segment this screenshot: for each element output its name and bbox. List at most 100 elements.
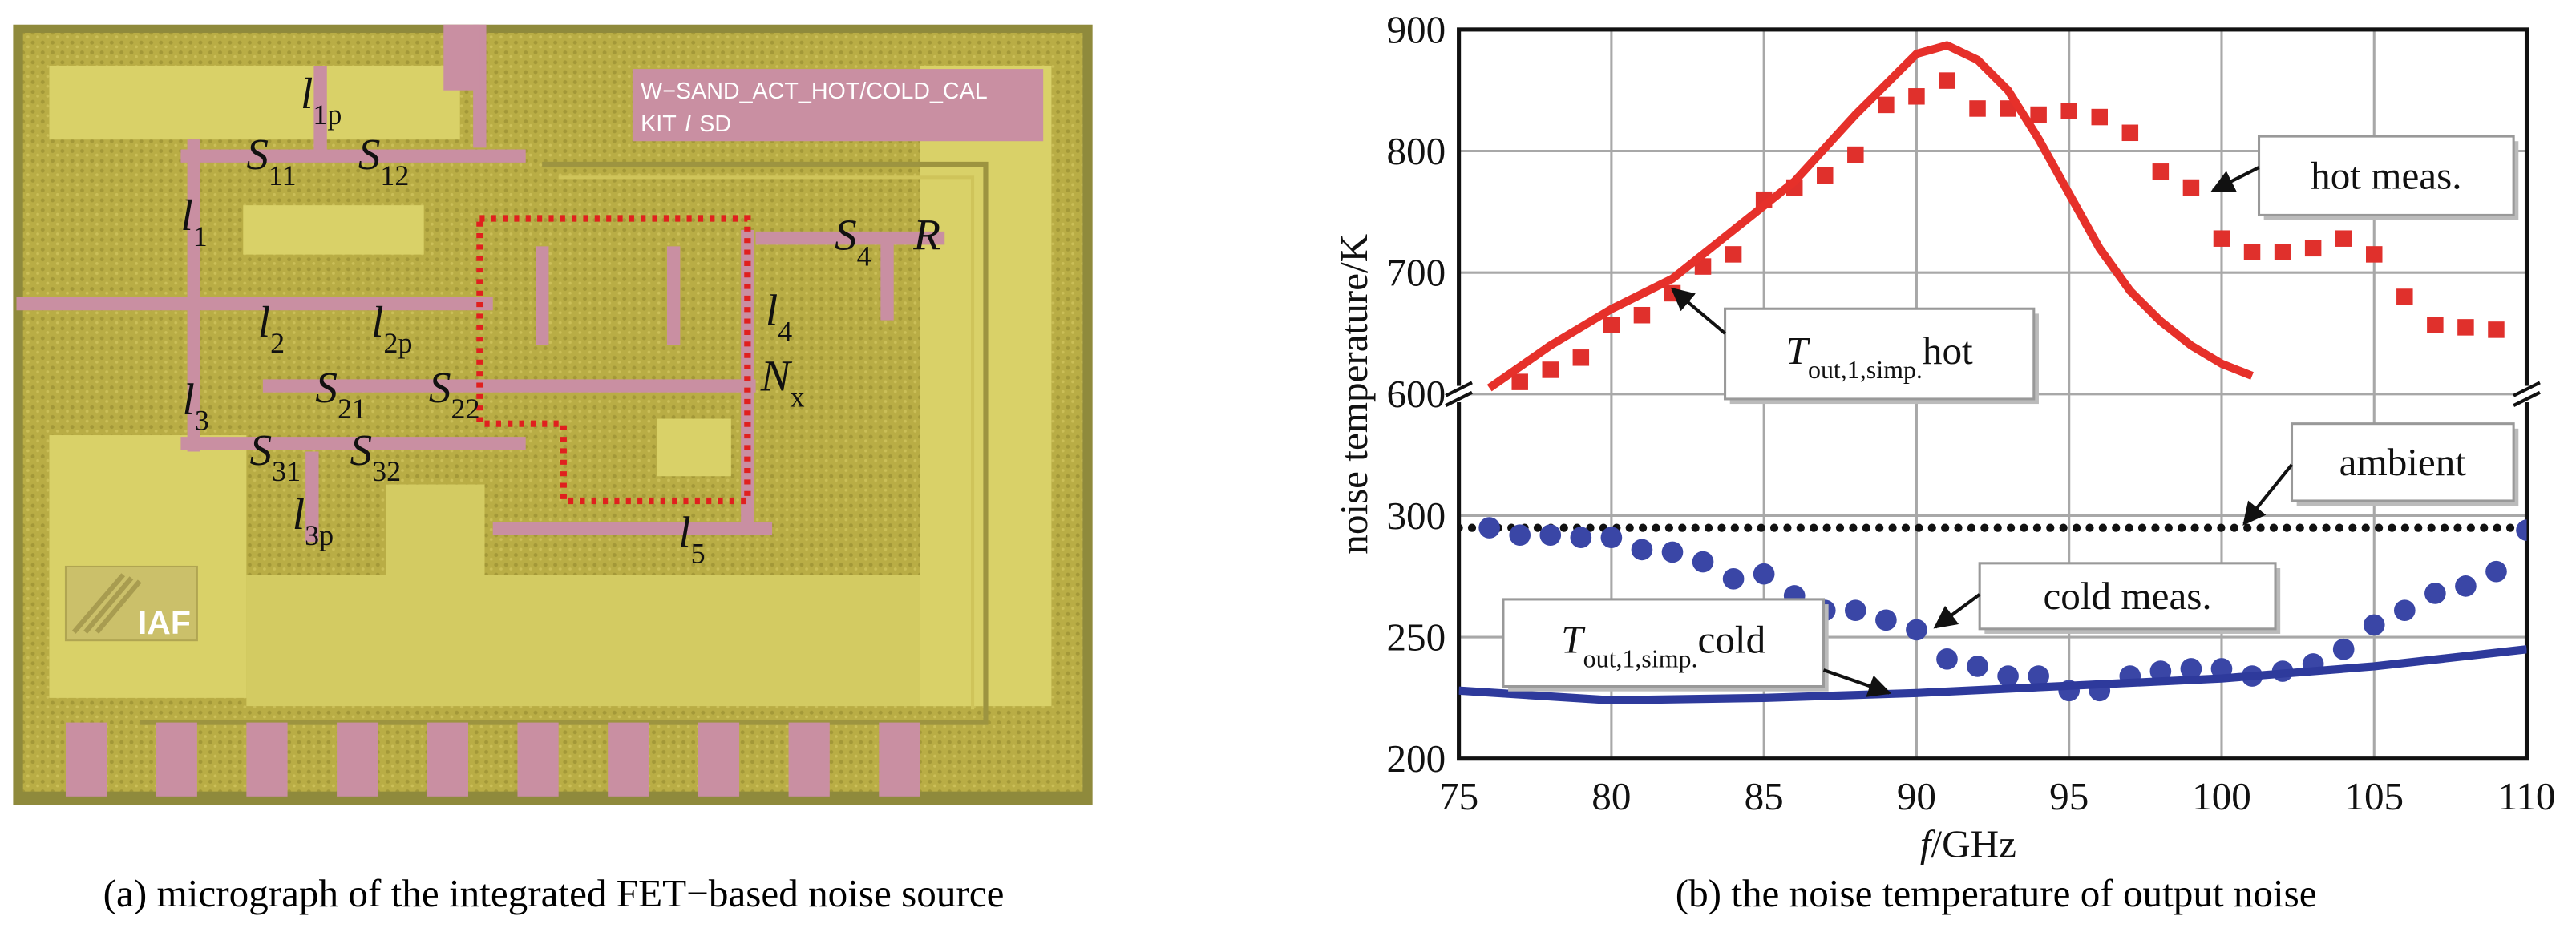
label-sub: 3	[195, 404, 209, 436]
label-main: S	[315, 363, 338, 412]
component-label: l3p	[293, 490, 334, 551]
marker	[1600, 526, 1623, 549]
label-sub: x	[791, 381, 805, 414]
guard-ring	[558, 176, 975, 710]
component-label: l4	[766, 286, 792, 348]
marker	[2121, 124, 2139, 142]
label-main: R	[912, 210, 940, 259]
marker	[2516, 519, 2527, 541]
annotation: cold meas.	[2043, 574, 2211, 618]
annotation-arrow	[2242, 463, 2294, 526]
label-sub: 2p	[383, 327, 412, 359]
marker	[1722, 567, 1745, 590]
annotation-arrow	[1670, 287, 1726, 335]
chip-text: W−SAND_ACT_HOT/COLD_CAL	[641, 79, 988, 104]
x-tick-label: 90	[1897, 774, 1936, 818]
component-label: S32	[350, 426, 401, 487]
marker	[2243, 244, 2261, 260]
marker	[1542, 361, 1559, 378]
marker	[2457, 319, 2474, 336]
marker	[1631, 539, 1653, 561]
label-sub: 5	[691, 537, 706, 569]
y-tick-label: 600	[1386, 372, 1446, 416]
marker	[2152, 163, 2170, 180]
chip-word: I	[685, 111, 691, 137]
label-main: N	[760, 352, 793, 401]
label-sub: 12	[380, 159, 409, 192]
label-sub: 11	[269, 159, 297, 192]
y-tick-label: 900	[1386, 7, 1446, 51]
component-label: S12	[358, 130, 410, 192]
label-main: l	[766, 286, 778, 335]
label-main: S	[249, 426, 272, 474]
guard-ring	[140, 161, 989, 725]
component-label: l3	[182, 374, 208, 436]
marker	[1725, 246, 1742, 263]
label-main: l	[182, 374, 194, 423]
marker	[1539, 524, 1562, 547]
marker	[2396, 288, 2413, 305]
marker	[1478, 517, 1500, 539]
axis-break	[2513, 390, 2541, 407]
marker	[2424, 583, 2446, 604]
marker	[1939, 72, 1955, 89]
marker	[1845, 599, 1866, 622]
metal-area	[243, 205, 424, 255]
marker	[1906, 619, 1927, 641]
metal-area	[386, 484, 485, 575]
label-main: l	[678, 507, 690, 556]
axis-break	[2513, 381, 2541, 397]
axis-break	[1445, 390, 1473, 407]
label-sub: 31	[272, 455, 301, 487]
component-label: R	[912, 210, 940, 259]
caption: (b) the noise temperature of output nois…	[1676, 871, 2317, 915]
component-label: S4	[835, 210, 871, 272]
label-sub: 32	[372, 455, 401, 487]
x-tick-label: 75	[1439, 774, 1478, 818]
marker	[2427, 317, 2444, 333]
marker	[2182, 179, 2200, 196]
component-label: S21	[315, 363, 366, 425]
component-label: l1p	[301, 69, 342, 131]
component-label: Nx	[760, 352, 805, 414]
label-sub: 1	[193, 220, 208, 252]
marker	[1878, 96, 1895, 114]
marker	[2180, 658, 2202, 680]
label-sub: out,1,simp.	[1583, 644, 1698, 672]
marker	[1509, 524, 1531, 547]
component-label: S31	[249, 426, 301, 487]
label-main: S	[350, 426, 372, 474]
label-main: T	[1561, 618, 1586, 662]
marker	[1967, 656, 1988, 677]
marker	[1969, 100, 1986, 117]
component-label: l2	[258, 297, 285, 359]
x-tick-label: 95	[2049, 774, 2089, 818]
traces	[16, 24, 945, 543]
marker	[2393, 599, 2416, 622]
label-main: S	[429, 363, 451, 412]
marker	[2274, 244, 2291, 260]
label-sub: 21	[338, 393, 366, 425]
annotation-box	[1502, 598, 1826, 688]
y-tick-label: 800	[1386, 129, 1446, 173]
marker	[1753, 563, 1775, 585]
marker	[2485, 560, 2507, 583]
label-main: l	[258, 297, 270, 346]
highlight-region	[476, 215, 751, 505]
label-main: l	[371, 297, 383, 346]
component-label: S11	[246, 130, 296, 192]
annotation: hot meas.	[2311, 154, 2461, 198]
label-tail: hot	[1923, 329, 1973, 373]
label-main: T	[1786, 329, 1811, 373]
data-layer	[1458, 41, 2527, 705]
marker	[2363, 614, 2385, 636]
y-tick-label: 200	[1386, 736, 1446, 781]
marker	[2028, 665, 2049, 687]
marker	[1936, 648, 1958, 670]
label-main: S	[835, 210, 857, 259]
label-sub: 4	[778, 316, 792, 348]
marker	[2332, 638, 2355, 660]
chip-label-box	[632, 69, 1044, 142]
component-label: l5	[678, 507, 705, 569]
marker	[2213, 230, 2230, 247]
